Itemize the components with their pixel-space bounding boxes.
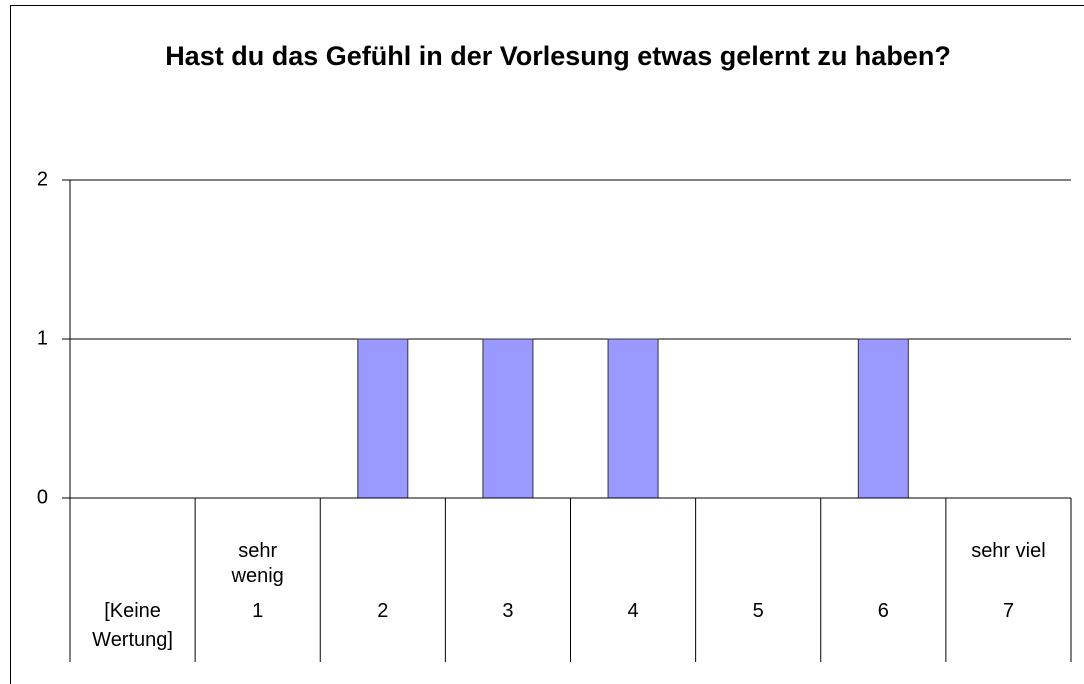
x-tick-label: 7 xyxy=(1003,600,1014,622)
x-tick-label: 2 xyxy=(377,600,388,622)
y-tick-label: 1 xyxy=(37,327,48,349)
y-tick-label: 0 xyxy=(37,486,48,508)
y-tick-label: 2 xyxy=(37,168,48,190)
scale-label: sehr wenig xyxy=(231,540,284,587)
x-tick-label: 5 xyxy=(753,600,764,622)
x-tick-label: 1 xyxy=(252,600,263,622)
bar xyxy=(607,338,659,499)
chart-title: Hast du das Gefühl in der Vorlesung etwa… xyxy=(165,41,951,71)
bar xyxy=(482,338,534,499)
scale-label: sehr viel xyxy=(971,540,1045,562)
x-tick-label: 6 xyxy=(878,600,889,622)
x-tick-label: [Keine Wertung] xyxy=(92,600,173,651)
bar xyxy=(357,338,409,499)
chart-frame xyxy=(10,5,1084,684)
bar xyxy=(857,338,909,499)
x-tick-label: 4 xyxy=(628,600,639,622)
x-tick-label: 3 xyxy=(502,600,513,622)
